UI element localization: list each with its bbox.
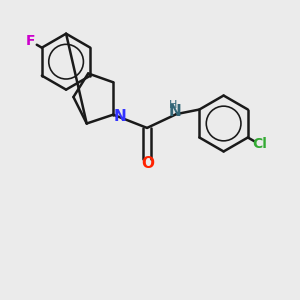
Text: Cl: Cl <box>253 137 268 151</box>
Text: N: N <box>169 103 182 118</box>
Text: H: H <box>169 100 178 110</box>
Text: O: O <box>141 156 154 171</box>
Text: N: N <box>113 109 126 124</box>
Text: F: F <box>26 34 35 48</box>
